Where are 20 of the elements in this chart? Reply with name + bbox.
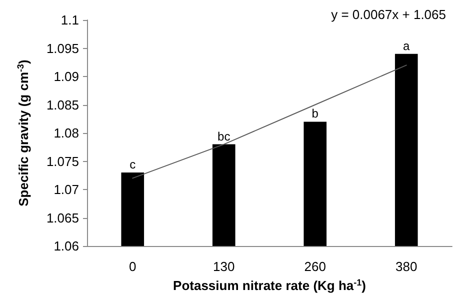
y-tick-label: 1.09 [54,69,79,84]
y-tick-label: 1.1 [60,12,79,28]
x-tick-label: 260 [304,259,326,274]
y-tick-label: 1.06 [54,238,79,254]
y-tick-label: 1.095 [46,40,79,56]
y-tick-label: 1.07 [54,182,79,197]
line-series [132,64,407,179]
annotation: y = 0.0067x + 1.065 [331,7,446,22]
y-tick-label: 1.08 [54,126,79,140]
annotation: b [312,106,319,121]
annotation: a [403,38,410,53]
annotation: c [130,158,136,172]
annotation: bc [218,129,230,144]
x-tick-label: 130 [213,259,235,274]
x-tick-label: 380 [396,259,418,274]
x-tick-label: 0 [129,259,136,274]
y-tick-label: 1.065 [46,210,79,226]
y-axis-title: Specific gravity (g cm-3) [16,60,31,206]
y-tick-label: 1.075 [46,154,79,169]
y-tick-label: 1.085 [46,97,79,112]
